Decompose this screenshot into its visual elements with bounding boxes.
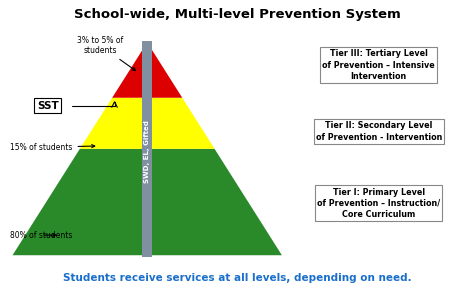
Polygon shape — [12, 149, 282, 255]
Text: Students receive services at all levels, depending on need.: Students receive services at all levels,… — [63, 273, 411, 283]
Polygon shape — [80, 98, 215, 149]
Text: School-wide, Multi-level Prevention System: School-wide, Multi-level Prevention Syst… — [73, 8, 401, 21]
Text: Tier I: Primary Level
of Prevention – Instruction/
Core Curriculum: Tier I: Primary Level of Prevention – In… — [317, 188, 440, 219]
Text: SST: SST — [37, 101, 59, 111]
Polygon shape — [112, 42, 182, 98]
Text: Tier II: Secondary Level
of Prevention - Intervention: Tier II: Secondary Level of Prevention -… — [316, 121, 442, 142]
Text: Tier III: Tertiary Level
of Prevention – Intensive
Intervention: Tier III: Tertiary Level of Prevention –… — [322, 49, 435, 81]
Text: SWD, EL, Gifted: SWD, EL, Gifted — [144, 120, 150, 183]
Text: 15% of students: 15% of students — [10, 143, 95, 152]
Bar — [142, 41, 153, 257]
Text: 80% of students: 80% of students — [10, 231, 73, 240]
Text: 3% to 5% of
students: 3% to 5% of students — [77, 36, 136, 71]
